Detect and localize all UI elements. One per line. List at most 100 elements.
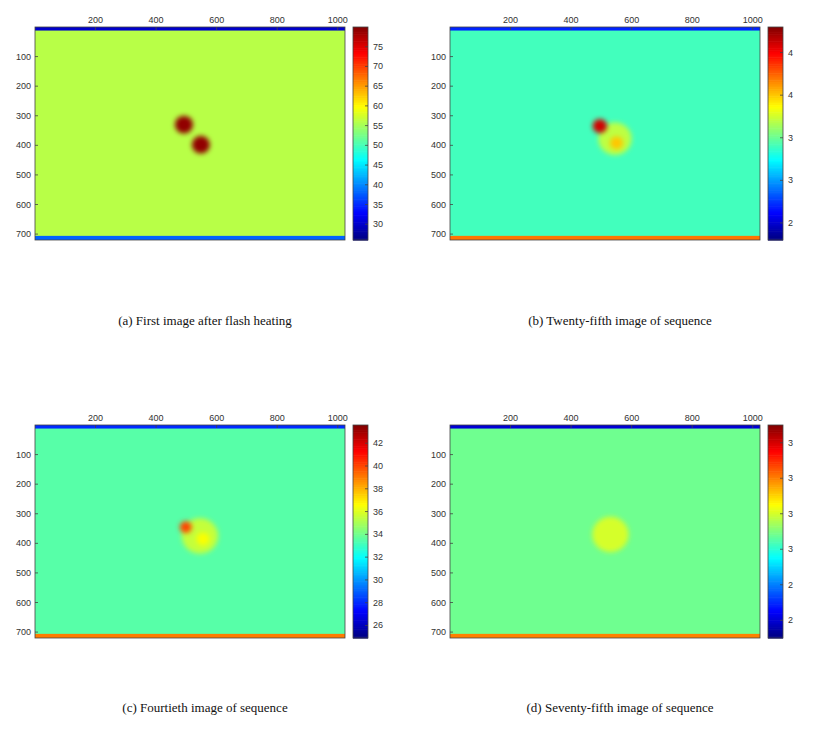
x-tick-label: 600 <box>209 15 224 25</box>
caption: (a) First image after flash heating <box>118 313 292 328</box>
caption: (b) Twenty-fifth image of sequence <box>528 313 712 328</box>
frame <box>35 27 345 240</box>
colorbar-tick-label: 28 <box>373 598 383 608</box>
colorbar-tick <box>365 66 368 67</box>
edge-band <box>35 27 345 31</box>
colorbar-tick-label: 3 <box>788 473 793 483</box>
y-tick-label: 600 <box>16 200 31 210</box>
y-tick-label: 100 <box>16 450 31 460</box>
x-tick-label: 200 <box>88 413 103 423</box>
colorbar-tick-label: 4 <box>788 90 793 100</box>
x-tick-label: 200 <box>503 413 518 423</box>
thermal-image <box>450 425 760 638</box>
y-tick-label: 400 <box>431 538 446 548</box>
colorbar-tick <box>365 511 368 512</box>
hot-spot <box>192 136 210 154</box>
colorbar-tick-label: 75 <box>373 42 383 52</box>
y-tick-label: 400 <box>16 140 31 150</box>
y-tick <box>35 543 38 544</box>
colorbar-tick-label: 55 <box>373 121 383 131</box>
colorbar: 30354045505560657075 <box>353 27 383 241</box>
thermal-image <box>35 425 345 638</box>
colorbar-frame <box>768 27 783 240</box>
edge-band <box>450 634 760 638</box>
y-tick <box>35 86 38 87</box>
background <box>35 425 345 638</box>
colorbar-tick-label: 30 <box>373 575 383 585</box>
y-tick-label: 600 <box>431 598 446 608</box>
x-tick <box>510 425 511 428</box>
y-tick-label: 500 <box>431 568 446 578</box>
edge-band <box>35 425 345 429</box>
colorbar-tick-label: 2 <box>788 580 793 590</box>
x-tick <box>571 425 572 428</box>
hot-spot <box>180 521 192 533</box>
colorbar-tick <box>365 46 368 47</box>
x-tick <box>692 27 693 30</box>
figure: 2004006008001000100200300400500600700303… <box>0 0 824 729</box>
x-tick-label: 600 <box>209 413 224 423</box>
colorbar-tick <box>365 165 368 166</box>
colorbar-frame <box>768 425 783 638</box>
y-tick-label: 200 <box>431 81 446 91</box>
colorbar-tick-label: 70 <box>373 61 383 71</box>
hot-spot <box>175 116 193 134</box>
y-tick-label: 600 <box>431 200 446 210</box>
colorbar-tick <box>365 625 368 626</box>
hot-spot <box>610 136 623 149</box>
colorbar-frame <box>353 27 368 240</box>
y-tick <box>35 513 38 514</box>
colorbar-tick-label: 30 <box>373 219 383 229</box>
thermal-image <box>35 27 345 240</box>
hot-spot <box>593 119 608 133</box>
x-tick-label: 1000 <box>328 413 348 423</box>
y-tick <box>35 145 38 146</box>
panel: 2004006008001000100200300400500600700303… <box>16 15 383 328</box>
y-tick <box>450 454 453 455</box>
colorbar-tick-label: 45 <box>373 160 383 170</box>
colorbar-tick-label: 40 <box>373 180 383 190</box>
colorbar-tick <box>780 137 783 138</box>
y-tick-label: 300 <box>16 509 31 519</box>
colorbar-tick-label: 50 <box>373 140 383 150</box>
colorbar-tick <box>780 584 783 585</box>
hot-spot <box>592 517 628 553</box>
x-tick <box>510 27 511 30</box>
colorbar-tick-label: 60 <box>373 101 383 111</box>
x-tick <box>752 27 753 30</box>
colorbar-tick <box>365 204 368 205</box>
colorbar-tick-label: 2 <box>788 218 793 228</box>
y-tick <box>450 602 453 603</box>
panel: 2004006008001000100200300400500600700262… <box>16 413 383 715</box>
x-tick <box>571 27 572 30</box>
colorbar-tick <box>365 534 368 535</box>
frame <box>35 425 345 638</box>
colorbar-tick-label: 3 <box>788 544 793 554</box>
colorbar-tick-label: 3 <box>788 438 793 448</box>
colorbar-tick <box>365 145 368 146</box>
colorbar-tick <box>780 513 783 514</box>
y-tick-label: 200 <box>16 81 31 91</box>
background <box>450 425 760 638</box>
x-tick <box>95 425 96 428</box>
x-tick <box>337 27 338 30</box>
colorbar-tick <box>365 184 368 185</box>
y-tick-label: 500 <box>431 170 446 180</box>
colorbar-tick-label: 38 <box>373 484 383 494</box>
y-tick <box>35 454 38 455</box>
colorbar-tick-label: 32 <box>373 552 383 562</box>
colorbar-tick <box>365 557 368 558</box>
caption: (d) Seventy-fifth image of sequence <box>527 700 714 715</box>
y-tick-label: 500 <box>16 170 31 180</box>
colorbar-tick-label: 3 <box>788 509 793 519</box>
y-tick <box>450 145 453 146</box>
y-tick-label: 300 <box>431 111 446 121</box>
x-tick-label: 200 <box>503 15 518 25</box>
x-tick-label: 400 <box>564 15 579 25</box>
x-tick <box>631 27 632 30</box>
x-tick-label: 400 <box>564 413 579 423</box>
background <box>450 27 760 240</box>
x-tick <box>337 425 338 428</box>
colorbar-tick <box>365 579 368 580</box>
panel: 2004006008001000100200300400500600700443… <box>431 15 793 328</box>
